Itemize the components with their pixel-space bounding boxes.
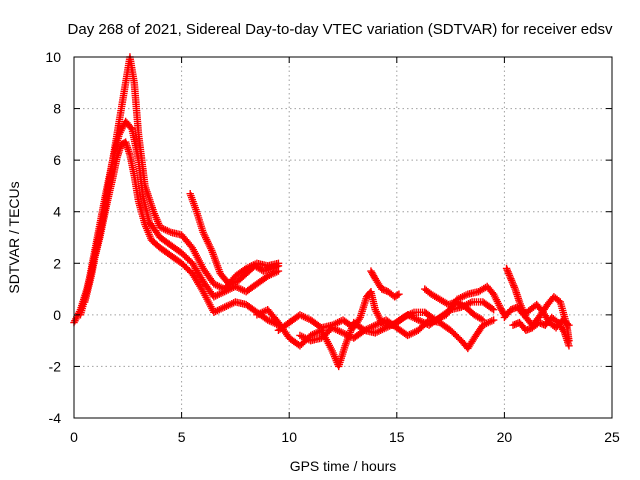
series-satellite-track-2 [76,117,283,319]
y-tick-label: -4 [49,410,62,426]
x-tick-label: 0 [70,429,78,445]
y-tick-label: 8 [53,101,61,117]
x-tick-label: 10 [281,429,297,445]
series-satellite-track-4 [186,189,283,288]
data-point [395,290,403,298]
series-satellite-track-6 [274,282,509,335]
y-tick-label: 4 [53,204,61,220]
x-tick-label: 5 [178,429,186,445]
y-tick-label: 0 [53,307,61,323]
data-point [565,321,573,329]
series-satellite-track-12 [509,313,573,350]
x-axis-label: GPS time / hours [290,458,397,474]
chart-title: Day 268 of 2021, Sidereal Day-to-day VTE… [68,21,613,38]
data-point [479,316,487,324]
y-axis-label: SDTVAR / TECUs [6,181,22,293]
x-tick-label: 20 [497,429,513,445]
data-point [489,306,498,314]
data-point [489,316,498,324]
series-satellite-track-8 [367,267,403,301]
y-tick-label: 10 [45,49,61,65]
data-point [274,262,283,270]
y-tick-label: 2 [53,255,61,271]
y-tick-label: -2 [49,358,62,374]
x-tick-label: 25 [604,429,620,445]
plot-frame [73,56,613,419]
x-tick-label: 15 [389,429,405,445]
series-satellite-track-5 [253,306,498,371]
y-tick-label: 6 [53,152,61,168]
data-point [565,342,573,350]
data-points [70,53,573,371]
series-satellite-track-9 [421,285,487,324]
axis-ticks: 0 5 10 15 20 25 -4 -2 0 2 4 6 8 10 [45,49,620,445]
